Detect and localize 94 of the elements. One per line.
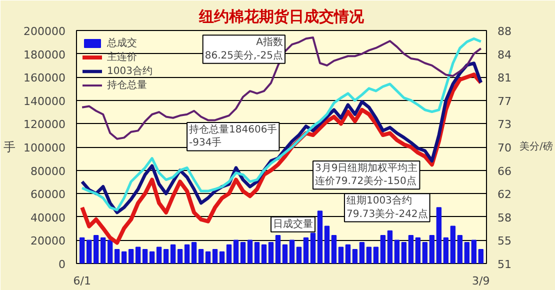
bar [268, 242, 274, 264]
bar [80, 237, 85, 264]
y2-tick-label: 84 [498, 48, 512, 62]
bar [464, 242, 470, 264]
y-axis-title: 手 [4, 140, 16, 154]
y2-tick-label: 55 [498, 234, 512, 248]
bar [163, 249, 169, 264]
y-tick-label: 160000 [24, 72, 66, 85]
y2-tick-label: 66 [498, 164, 512, 178]
y-tick-label: 0 [58, 258, 66, 271]
bar [128, 249, 134, 264]
bar [142, 249, 148, 264]
bar [247, 240, 253, 264]
bar [107, 240, 113, 264]
bar [191, 242, 197, 264]
bar [443, 237, 449, 264]
y2-tick-label: 58 [498, 211, 512, 224]
y2-tick-label: 51 [498, 258, 512, 271]
annotation: 纽期1003合约79.73美分-242点 [346, 194, 428, 220]
y2-tick-label: 81 [498, 72, 512, 85]
legend-label: 1003合约 [107, 65, 152, 78]
bar [212, 249, 218, 264]
bar [310, 232, 316, 264]
bar [366, 246, 372, 264]
y2-tick-label: 70 [498, 142, 512, 154]
bar [254, 242, 260, 264]
annotation: 持仓总量184606手-934手 [189, 124, 278, 149]
bar [282, 244, 288, 264]
bar [478, 249, 484, 264]
bar [184, 244, 190, 264]
bar [303, 237, 309, 264]
bar [261, 244, 267, 264]
bar [373, 246, 379, 264]
y2-tick-label: 88 [498, 25, 512, 38]
bar [198, 249, 204, 264]
bar [436, 207, 442, 264]
bar [135, 246, 141, 264]
bar [177, 249, 183, 264]
x-tick-label: 6/1 [73, 274, 91, 288]
bar [331, 235, 337, 264]
y2-tick-label: 62 [498, 188, 512, 202]
bar [219, 251, 225, 264]
bar [86, 240, 92, 264]
y-tick-label: 20000 [30, 234, 66, 248]
y2-tick-label: 77 [498, 94, 512, 108]
bar [352, 249, 358, 264]
bar [275, 235, 281, 264]
bar [359, 242, 365, 264]
y-tick-label: 80000 [30, 164, 66, 178]
bar [408, 235, 414, 264]
bar [205, 251, 211, 264]
bar [338, 246, 344, 264]
bar [233, 240, 239, 264]
annotation: 3月9日纽期加权平均主连价79.72美分-150点 [314, 162, 418, 188]
bar [415, 237, 421, 264]
legend-label: 主连价 [107, 50, 137, 64]
bar [170, 244, 176, 264]
legend-label: 总成交 [107, 36, 137, 50]
y-tick-label: 140000 [24, 94, 66, 108]
y-tick-label: 200000 [24, 25, 66, 38]
bar [226, 244, 232, 264]
bar [401, 242, 407, 264]
bar [114, 249, 120, 264]
bar [471, 240, 477, 264]
bar [387, 230, 393, 264]
bar [345, 244, 351, 264]
y-tick-label: 60000 [30, 188, 66, 202]
bar [100, 237, 106, 264]
y-tick-label: 120000 [24, 118, 66, 132]
bar [457, 235, 463, 264]
bar [429, 235, 435, 264]
chart-title: 纽约棉花期货日成交情况 [198, 8, 365, 26]
x-tick-label: 3/9 [472, 274, 490, 288]
bar [380, 235, 386, 264]
bar [156, 246, 162, 264]
bar [240, 242, 246, 264]
bar [324, 226, 330, 264]
bar [450, 226, 456, 264]
bar [296, 246, 302, 264]
annotation: 日成交量 [273, 218, 314, 230]
y-tick-label: 100000 [24, 142, 66, 154]
bar [289, 240, 295, 264]
bar [422, 242, 428, 264]
y2-tick-label: 73 [498, 118, 512, 132]
bar [149, 251, 155, 264]
y2-axis-title: 美分/磅 [519, 140, 553, 152]
bar [93, 235, 99, 264]
bar [394, 240, 400, 264]
y-tick-label: 180000 [24, 48, 66, 62]
bar [317, 210, 323, 264]
annotation: A指数86.25美分,-25点 [204, 36, 283, 62]
legend-label: 持仓总量 [107, 78, 147, 92]
bar [121, 251, 127, 264]
y-tick-label: 40000 [30, 211, 66, 224]
